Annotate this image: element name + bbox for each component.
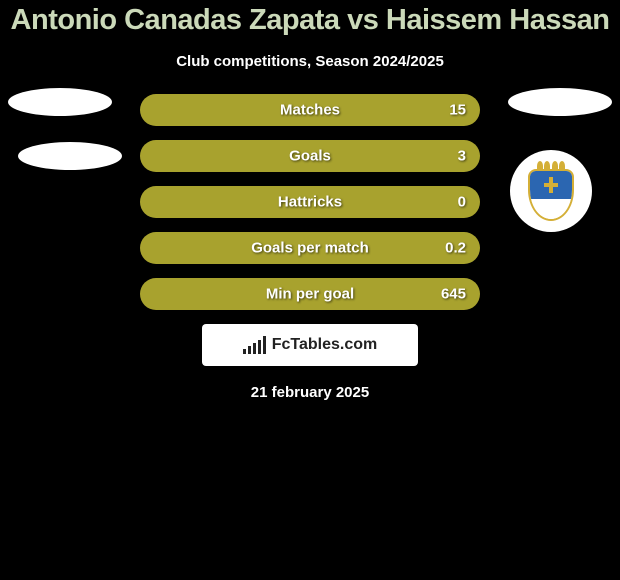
stat-value: 645 xyxy=(441,286,466,303)
stat-label: Matches xyxy=(280,102,340,119)
stat-value: 15 xyxy=(449,102,466,119)
player-left-avatar-2 xyxy=(18,142,122,170)
stat-bar: Goals per match 0.2 xyxy=(140,232,480,264)
bar-chart-icon xyxy=(243,336,266,354)
stat-bar: Min per goal 645 xyxy=(140,278,480,310)
stat-bars: Matches 15 Goals 3 Hattricks 0 Goals per match… xyxy=(140,94,480,310)
stat-label: Goals per match xyxy=(251,240,369,257)
stat-bar: Hattricks 0 xyxy=(140,186,480,218)
comparison-card: Antonio Canadas Zapata vs Haissem Hassan… xyxy=(0,0,620,401)
crest-icon xyxy=(528,161,574,221)
stat-label: Hattricks xyxy=(278,194,342,211)
shield-icon xyxy=(528,169,574,221)
stat-label: Min per goal xyxy=(266,286,354,303)
stat-bar: Matches 15 xyxy=(140,94,480,126)
logo-text: FcTables.com xyxy=(272,336,378,354)
stat-value: 0.2 xyxy=(445,240,466,257)
stat-bar: Goals 3 xyxy=(140,140,480,172)
fctables-logo: FcTables.com xyxy=(202,324,418,366)
player-right-avatar xyxy=(508,88,612,116)
club-badge xyxy=(510,150,592,232)
date-label: 21 february 2025 xyxy=(0,384,620,401)
stat-value: 0 xyxy=(458,194,466,211)
player-left-avatar-1 xyxy=(8,88,112,116)
stat-label: Goals xyxy=(289,148,331,165)
stats-area: Matches 15 Goals 3 Hattricks 0 Goals per match… xyxy=(0,94,620,310)
page-title: Antonio Canadas Zapata vs Haissem Hassan xyxy=(0,4,620,37)
subtitle: Club competitions, Season 2024/2025 xyxy=(0,53,620,70)
stat-value: 3 xyxy=(458,148,466,165)
